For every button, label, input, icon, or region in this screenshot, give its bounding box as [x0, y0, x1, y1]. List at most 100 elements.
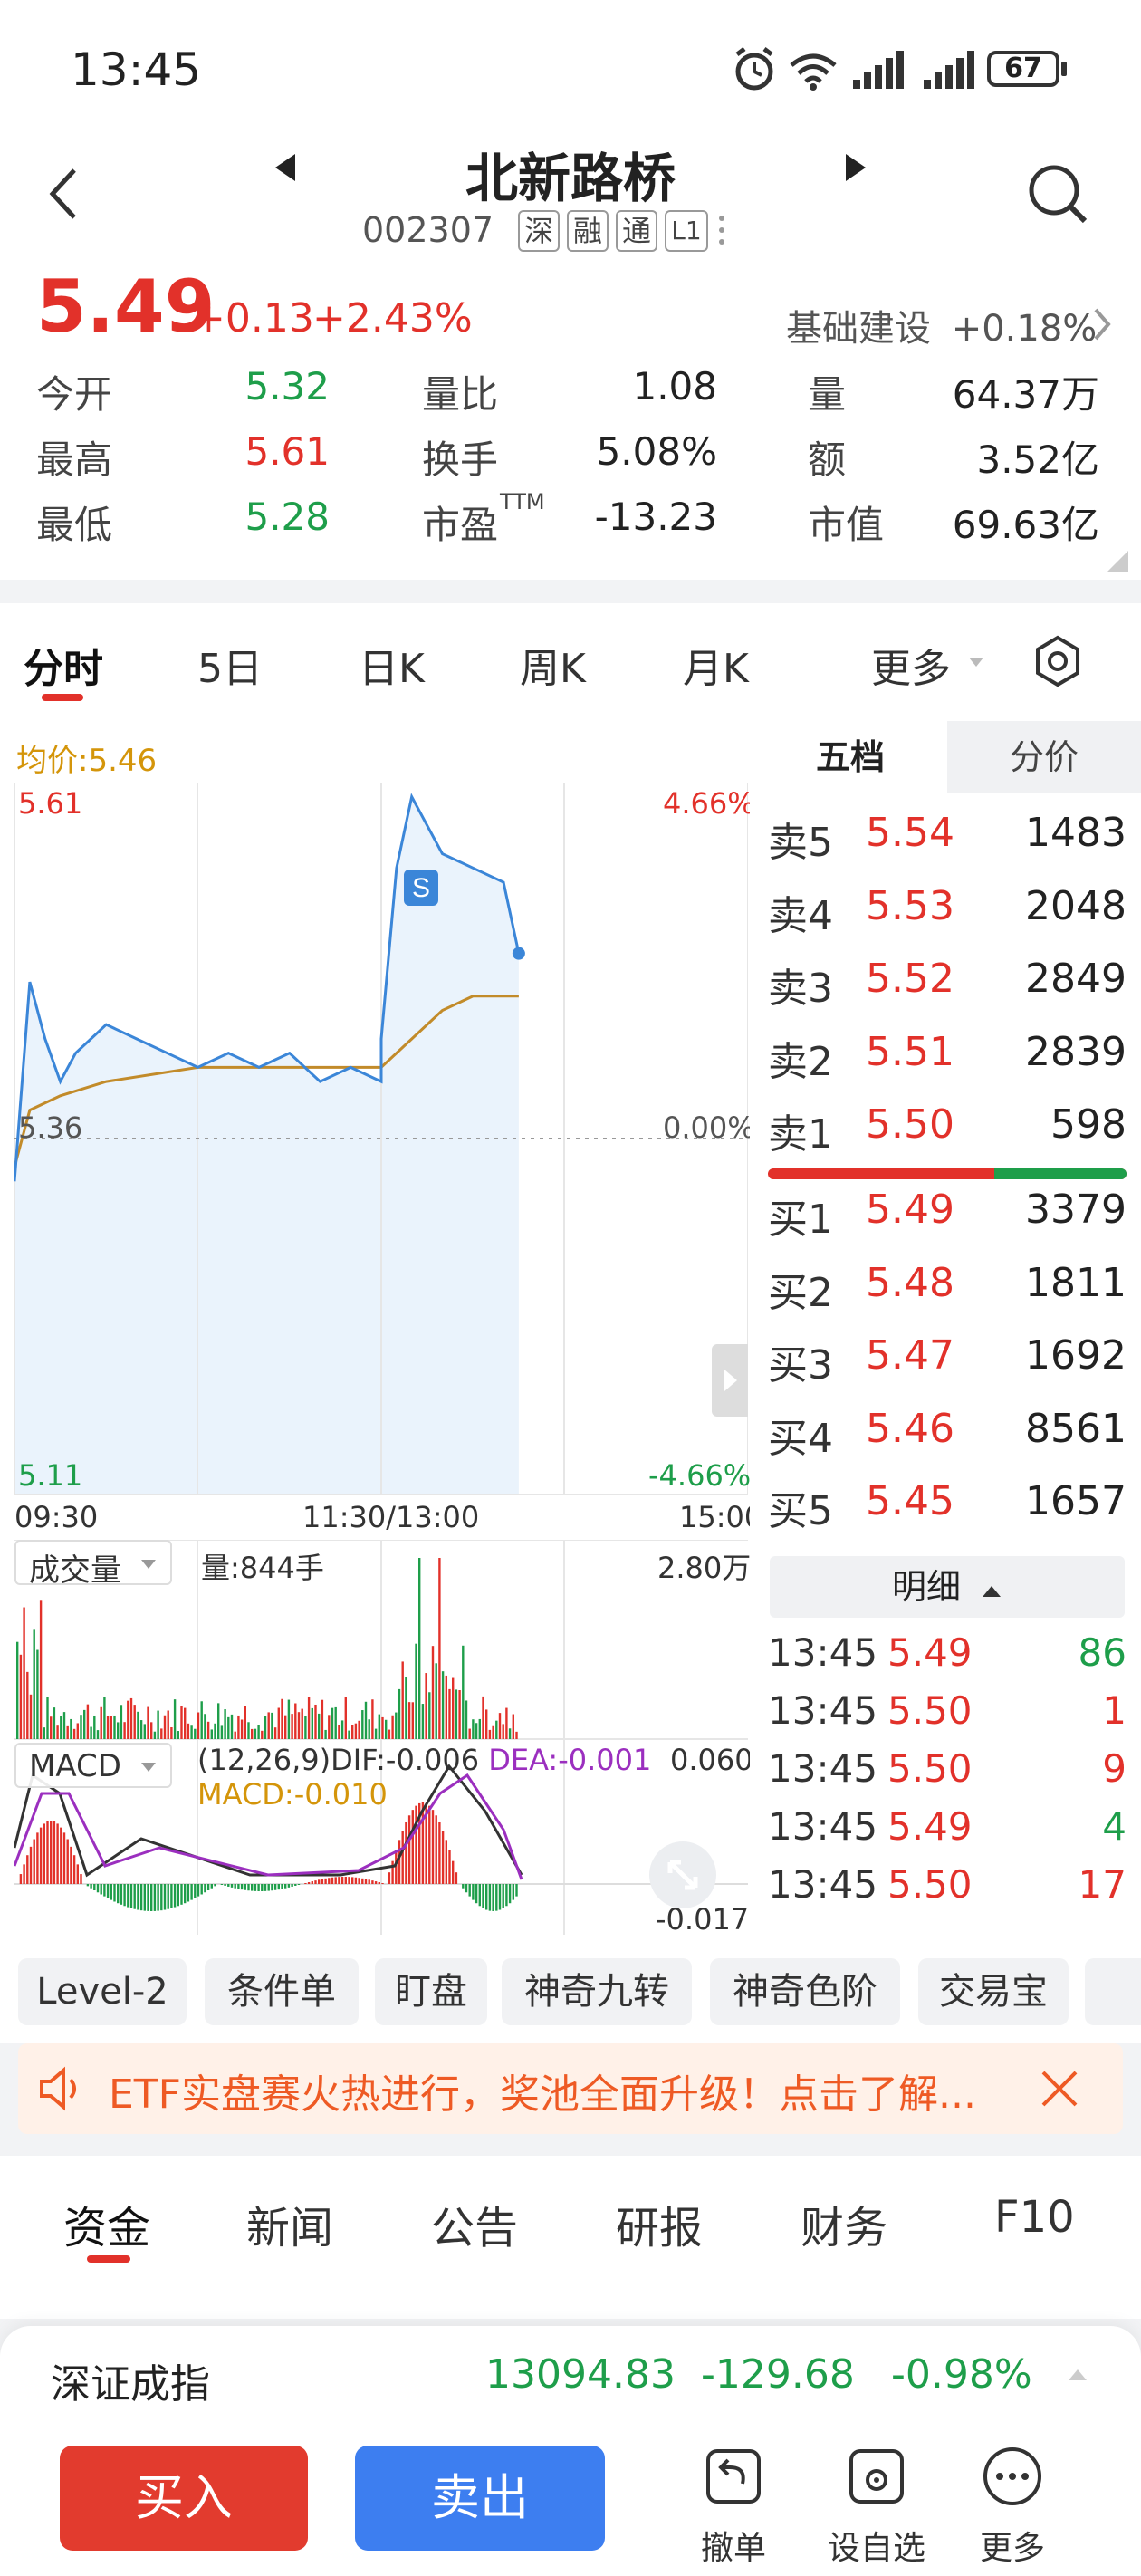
volume-bar: [206, 1721, 210, 1739]
volume-bar: [340, 1720, 344, 1739]
close-icon[interactable]: [1040, 2069, 1079, 2109]
promo-banner[interactable]: [18, 2043, 1123, 2134]
tab-price-distribution[interactable]: 分价: [947, 721, 1141, 793]
index-pct: -0.98%: [891, 2351, 1032, 2398]
quote-value: 64.37万: [952, 372, 1099, 417]
volume-bar: [96, 1730, 100, 1739]
tab-5day[interactable]: 5日: [197, 646, 263, 692]
battery-tip: [1061, 62, 1067, 76]
dea-line: [14, 1773, 523, 1880]
bid-level-row[interactable]: 买2 5.48 1811: [768, 1260, 1127, 1332]
fullscreen-icon[interactable]: [648, 1841, 717, 1909]
volume-indicator-select[interactable]: 成交量: [14, 1540, 172, 1589]
tab-timeshare[interactable]: 分时: [24, 646, 103, 692]
y-mid-label: 5.36: [18, 1110, 83, 1145]
next-stock-icon[interactable]: [842, 152, 869, 183]
macd-bar: [147, 1884, 149, 1911]
macd-bar: [488, 1884, 492, 1911]
volume-bar: [465, 1700, 468, 1739]
tab-daily-k[interactable]: 日K: [359, 646, 425, 692]
tab-monthly-k[interactable]: 月K: [683, 646, 749, 692]
chevron-right-icon[interactable]: [1092, 308, 1112, 341]
feature-conditional-order[interactable]: 条件单: [205, 1958, 359, 2025]
macd-bar: [62, 1832, 66, 1884]
tab-f10[interactable]: F10: [994, 2192, 1075, 2243]
macd-bar: [86, 1884, 90, 1887]
bid-level-row[interactable]: 买1 5.49 3379: [768, 1187, 1127, 1259]
tab-five-levels[interactable]: 五档: [753, 721, 947, 793]
macd-bar: [139, 1884, 143, 1911]
volume-bar: [321, 1699, 324, 1739]
volume-bar: [16, 1641, 19, 1739]
buy-button[interactable]: 买入: [60, 2446, 308, 2551]
ask-level-row[interactable]: 卖4 5.53 2048: [768, 883, 1127, 956]
add-watchlist-action[interactable]: 设自选: [822, 2446, 931, 2567]
tab-finance[interactable]: 财务: [801, 2203, 888, 2254]
sector-pct: +0.18%: [951, 308, 1098, 350]
tab-capital[interactable]: 资金: [63, 2203, 151, 2254]
macd-bar: [210, 1884, 213, 1889]
sell-signal-marker[interactable]: [404, 870, 438, 906]
feature-nine-turn[interactable]: 神奇九转: [502, 1958, 692, 2025]
volume-bar: [418, 1558, 421, 1739]
expand-panel-handle[interactable]: [712, 1344, 748, 1417]
macd-bar: [441, 1831, 445, 1884]
macd-bar: [206, 1884, 210, 1891]
macd-bar: [46, 1821, 49, 1884]
detail-toggle[interactable]: 明细: [770, 1556, 1125, 1618]
prev-stock-icon[interactable]: [272, 152, 299, 183]
bid-level-row[interactable]: 买3 5.47 1692: [768, 1332, 1127, 1405]
volume-bar: [475, 1723, 478, 1739]
tab-announcements[interactable]: 公告: [431, 2203, 519, 2254]
signal-icon-2: [924, 51, 974, 89]
feature-trade-treasure[interactable]: 交易宝: [918, 1958, 1069, 2025]
macd-bar: [194, 1884, 197, 1898]
macd-bar: [428, 1805, 431, 1884]
trade-time: 13:45: [768, 1688, 878, 1733]
price-change: +0.13: [192, 295, 314, 341]
tab-research[interactable]: 研报: [616, 2203, 704, 2254]
level-label: 卖1: [768, 1111, 833, 1158]
settings-icon[interactable]: [1031, 634, 1085, 688]
feature-watch[interactable]: 盯盘: [375, 1958, 487, 2025]
feature-color-scale[interactable]: 神奇色阶: [710, 1958, 900, 2025]
ask-level-row[interactable]: 卖5 5.54 1483: [768, 810, 1127, 882]
avg-price-line: [14, 995, 519, 1168]
promo-text[interactable]: ETF实盘赛火热进行，奖池全面升级！点击了解...: [109, 2071, 976, 2118]
cancel-order-action[interactable]: 撤单: [679, 2446, 788, 2567]
level-price: 5.49: [866, 1187, 954, 1233]
ask-level-row[interactable]: 卖1 5.50 598: [768, 1101, 1127, 1174]
macd-chart[interactable]: [14, 1739, 748, 1935]
index-ticker[interactable]: [0, 2326, 1141, 2426]
index-expand-icon[interactable]: [1067, 2368, 1088, 2382]
tab-news[interactable]: 新闻: [246, 2203, 334, 2254]
alarm-icon: [735, 47, 773, 91]
tab-more[interactable]: 更多: [871, 646, 951, 692]
macd-indicator-label: MACD: [29, 1748, 121, 1784]
level-price: 5.52: [866, 956, 954, 1002]
macd-bar: [462, 1884, 465, 1889]
sector-link[interactable]: 基础建设 +0.18%: [786, 299, 1097, 351]
more-tags-dots[interactable]: [719, 216, 724, 248]
back-icon[interactable]: [45, 167, 82, 221]
feature-level2[interactable]: Level-2: [18, 1958, 187, 2025]
intraday-chart[interactable]: S: [14, 783, 748, 1495]
macd-bar: [50, 1821, 53, 1884]
detail-label: 明细: [891, 1567, 961, 1607]
volume-bar: [240, 1719, 244, 1739]
trade-price: 5.50: [887, 1746, 973, 1791]
volume-chart[interactable]: [14, 1540, 748, 1739]
corner-expand-icon[interactable]: [1107, 551, 1128, 572]
tab-weekly-k[interactable]: 周K: [520, 646, 586, 692]
ask-level-row[interactable]: 卖3 5.52 2849: [768, 956, 1127, 1028]
ask-level-row[interactable]: 卖2 5.51 2839: [768, 1029, 1127, 1101]
search-icon[interactable]: [1027, 163, 1090, 226]
quote-value: 5.28: [244, 495, 330, 539]
sell-button[interactable]: 卖出: [355, 2446, 605, 2551]
bid-level-row[interactable]: 买4 5.46 8561: [768, 1406, 1127, 1478]
macd-bar: [364, 1879, 368, 1884]
macd-indicator-select[interactable]: MACD: [14, 1743, 172, 1788]
feature-more-cut[interactable]: [1085, 1958, 1141, 2025]
bid-level-row[interactable]: 买5 5.45 1657: [768, 1478, 1127, 1551]
more-action[interactable]: 更多: [958, 2446, 1067, 2567]
